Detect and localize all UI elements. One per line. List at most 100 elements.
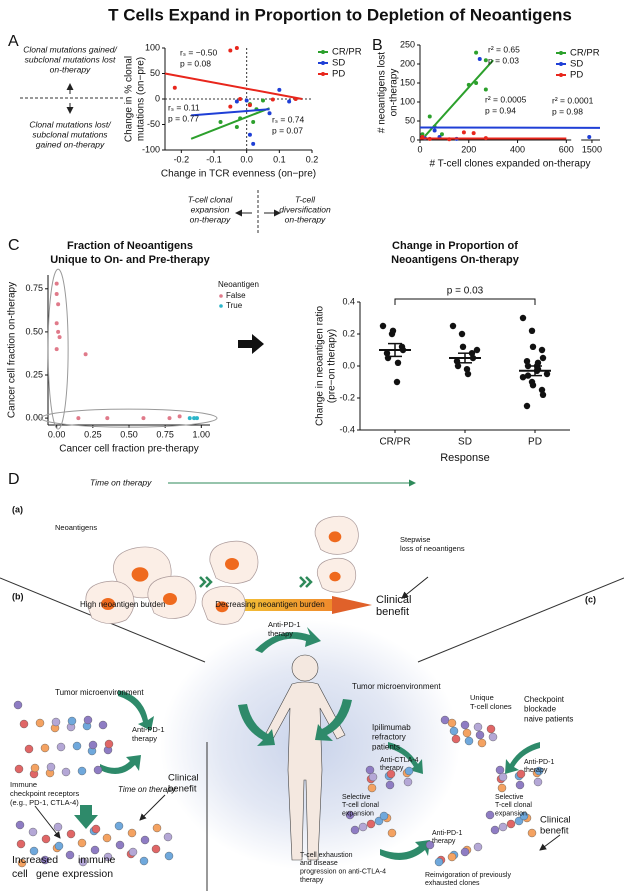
- immune-cell: [464, 736, 474, 746]
- diagram-label: Increased: [12, 854, 58, 866]
- y-tick-label: 150: [400, 77, 415, 87]
- diagram-label: High neoantigen burden: [80, 600, 165, 609]
- x-tick-label: 0.50: [120, 429, 138, 439]
- diagram-label: therapy: [268, 629, 293, 638]
- note: subclonal mutations lost: [25, 54, 116, 64]
- immune-cell: [460, 720, 470, 730]
- point: [543, 370, 551, 378]
- point: [394, 359, 402, 366]
- immune-cell: [495, 765, 505, 775]
- annotation: r² = 0.65: [488, 44, 520, 54]
- point: [244, 98, 249, 103]
- annotation: p = 0.08: [180, 58, 211, 68]
- y-tick-label: 100: [400, 96, 415, 106]
- chart-title: Neoantigens On-therapy: [391, 254, 520, 266]
- x-tick-label: 0.00: [48, 429, 66, 439]
- x-tick-label: 600: [559, 144, 574, 154]
- x-tick-label: PD: [528, 437, 542, 448]
- x-tick-label: 200: [461, 144, 476, 154]
- annotation: p = 0.07: [272, 125, 303, 135]
- immune-cell: [66, 829, 76, 839]
- immune-cell: [128, 847, 138, 857]
- point: [192, 416, 197, 421]
- immune-cell: [460, 847, 470, 857]
- immune-cell: [447, 718, 457, 728]
- point: [528, 327, 536, 334]
- note: Clonal mutations lost/: [29, 119, 112, 129]
- diagram-label: Anti-CTLA-4: [380, 757, 419, 764]
- immune-cell: [485, 810, 495, 820]
- legend-dot: [559, 73, 563, 77]
- point: [483, 87, 488, 92]
- divider: [417, 577, 624, 663]
- immune-cell: [519, 811, 529, 821]
- point: [473, 346, 481, 354]
- point: [523, 358, 531, 365]
- y-tick-label: 250: [400, 39, 415, 49]
- immune-cell: [41, 834, 51, 844]
- immune-cell: [449, 726, 459, 736]
- diagram-label: therapy: [432, 838, 456, 845]
- x-tick-label: 1500: [582, 144, 602, 154]
- y-axis-label: (pre−on therapy): [327, 329, 338, 403]
- x-tick-label: CR/PR: [379, 437, 410, 448]
- immune-cell: [72, 741, 82, 751]
- immune-cell: [440, 715, 450, 725]
- point: [474, 81, 479, 85]
- point: [461, 130, 466, 135]
- immune-cell: [127, 828, 137, 838]
- title: T Cells Expand in Proportion to Depletio…: [108, 5, 572, 24]
- nucleus: [163, 593, 177, 605]
- point: [234, 125, 239, 130]
- immune-cell: [103, 852, 113, 862]
- immune-cell: [164, 851, 174, 861]
- diagram-label: cell: [12, 868, 28, 880]
- chevron: [299, 576, 313, 588]
- immune-cell: [13, 700, 23, 710]
- point: [534, 359, 542, 366]
- x-axis-label: # T-cell clones expanded on-therapy: [429, 159, 590, 170]
- x-tick-label: 0.25: [84, 429, 102, 439]
- y-tick-label: 50: [405, 115, 415, 125]
- x-tick-label: 0.2: [306, 154, 319, 164]
- chart-title: Fraction of Neoantigens: [67, 240, 193, 252]
- immune-cell: [115, 840, 125, 850]
- fit-line: [190, 107, 270, 140]
- point: [251, 141, 256, 146]
- y-axis-label: Change in neoantigen ratio: [315, 306, 326, 427]
- diagram-label: benefit: [168, 784, 197, 795]
- immune-cell: [102, 833, 112, 843]
- annotation: p = 0.77: [168, 113, 199, 123]
- arrow: [139, 794, 166, 821]
- diagram-label: therapy: [380, 765, 404, 772]
- y-axis-label: on-therapy: [389, 69, 400, 117]
- annotation: rₛ = 0.74: [272, 114, 305, 124]
- annotation: p = 0.03: [447, 286, 484, 297]
- immune-cell: [367, 783, 377, 793]
- diagram-label: Anti-PD-1: [132, 725, 165, 734]
- annotation: p = 0.94: [485, 105, 516, 115]
- immune-cell: [61, 767, 71, 777]
- diagram-label: Clinical: [540, 815, 571, 826]
- diagram-label: exhausted clones: [425, 880, 480, 887]
- diagram-label: therapy: [132, 734, 157, 743]
- y-tick-label: 0: [155, 93, 160, 103]
- immune-cell: [498, 822, 508, 832]
- point: [538, 386, 546, 394]
- point: [459, 343, 467, 350]
- immune-cell: [473, 722, 483, 732]
- diagram-label: therapy: [300, 877, 324, 884]
- y-axis-label: Cancer cell fraction on-therapy: [7, 282, 18, 418]
- note: T-cell: [295, 194, 316, 204]
- point: [529, 343, 537, 350]
- diagram-label: (c): [585, 594, 596, 604]
- annotation: rₛ = 0.11: [168, 102, 200, 112]
- nucleus: [131, 567, 149, 582]
- immune-cell: [91, 824, 101, 834]
- immune-cell: [425, 840, 435, 850]
- diagram-label: and disease: [300, 860, 338, 867]
- legend-dot: [321, 50, 325, 54]
- note: T-cell clonal: [188, 194, 234, 204]
- immune-cell: [515, 780, 525, 790]
- immune-cell: [403, 777, 413, 787]
